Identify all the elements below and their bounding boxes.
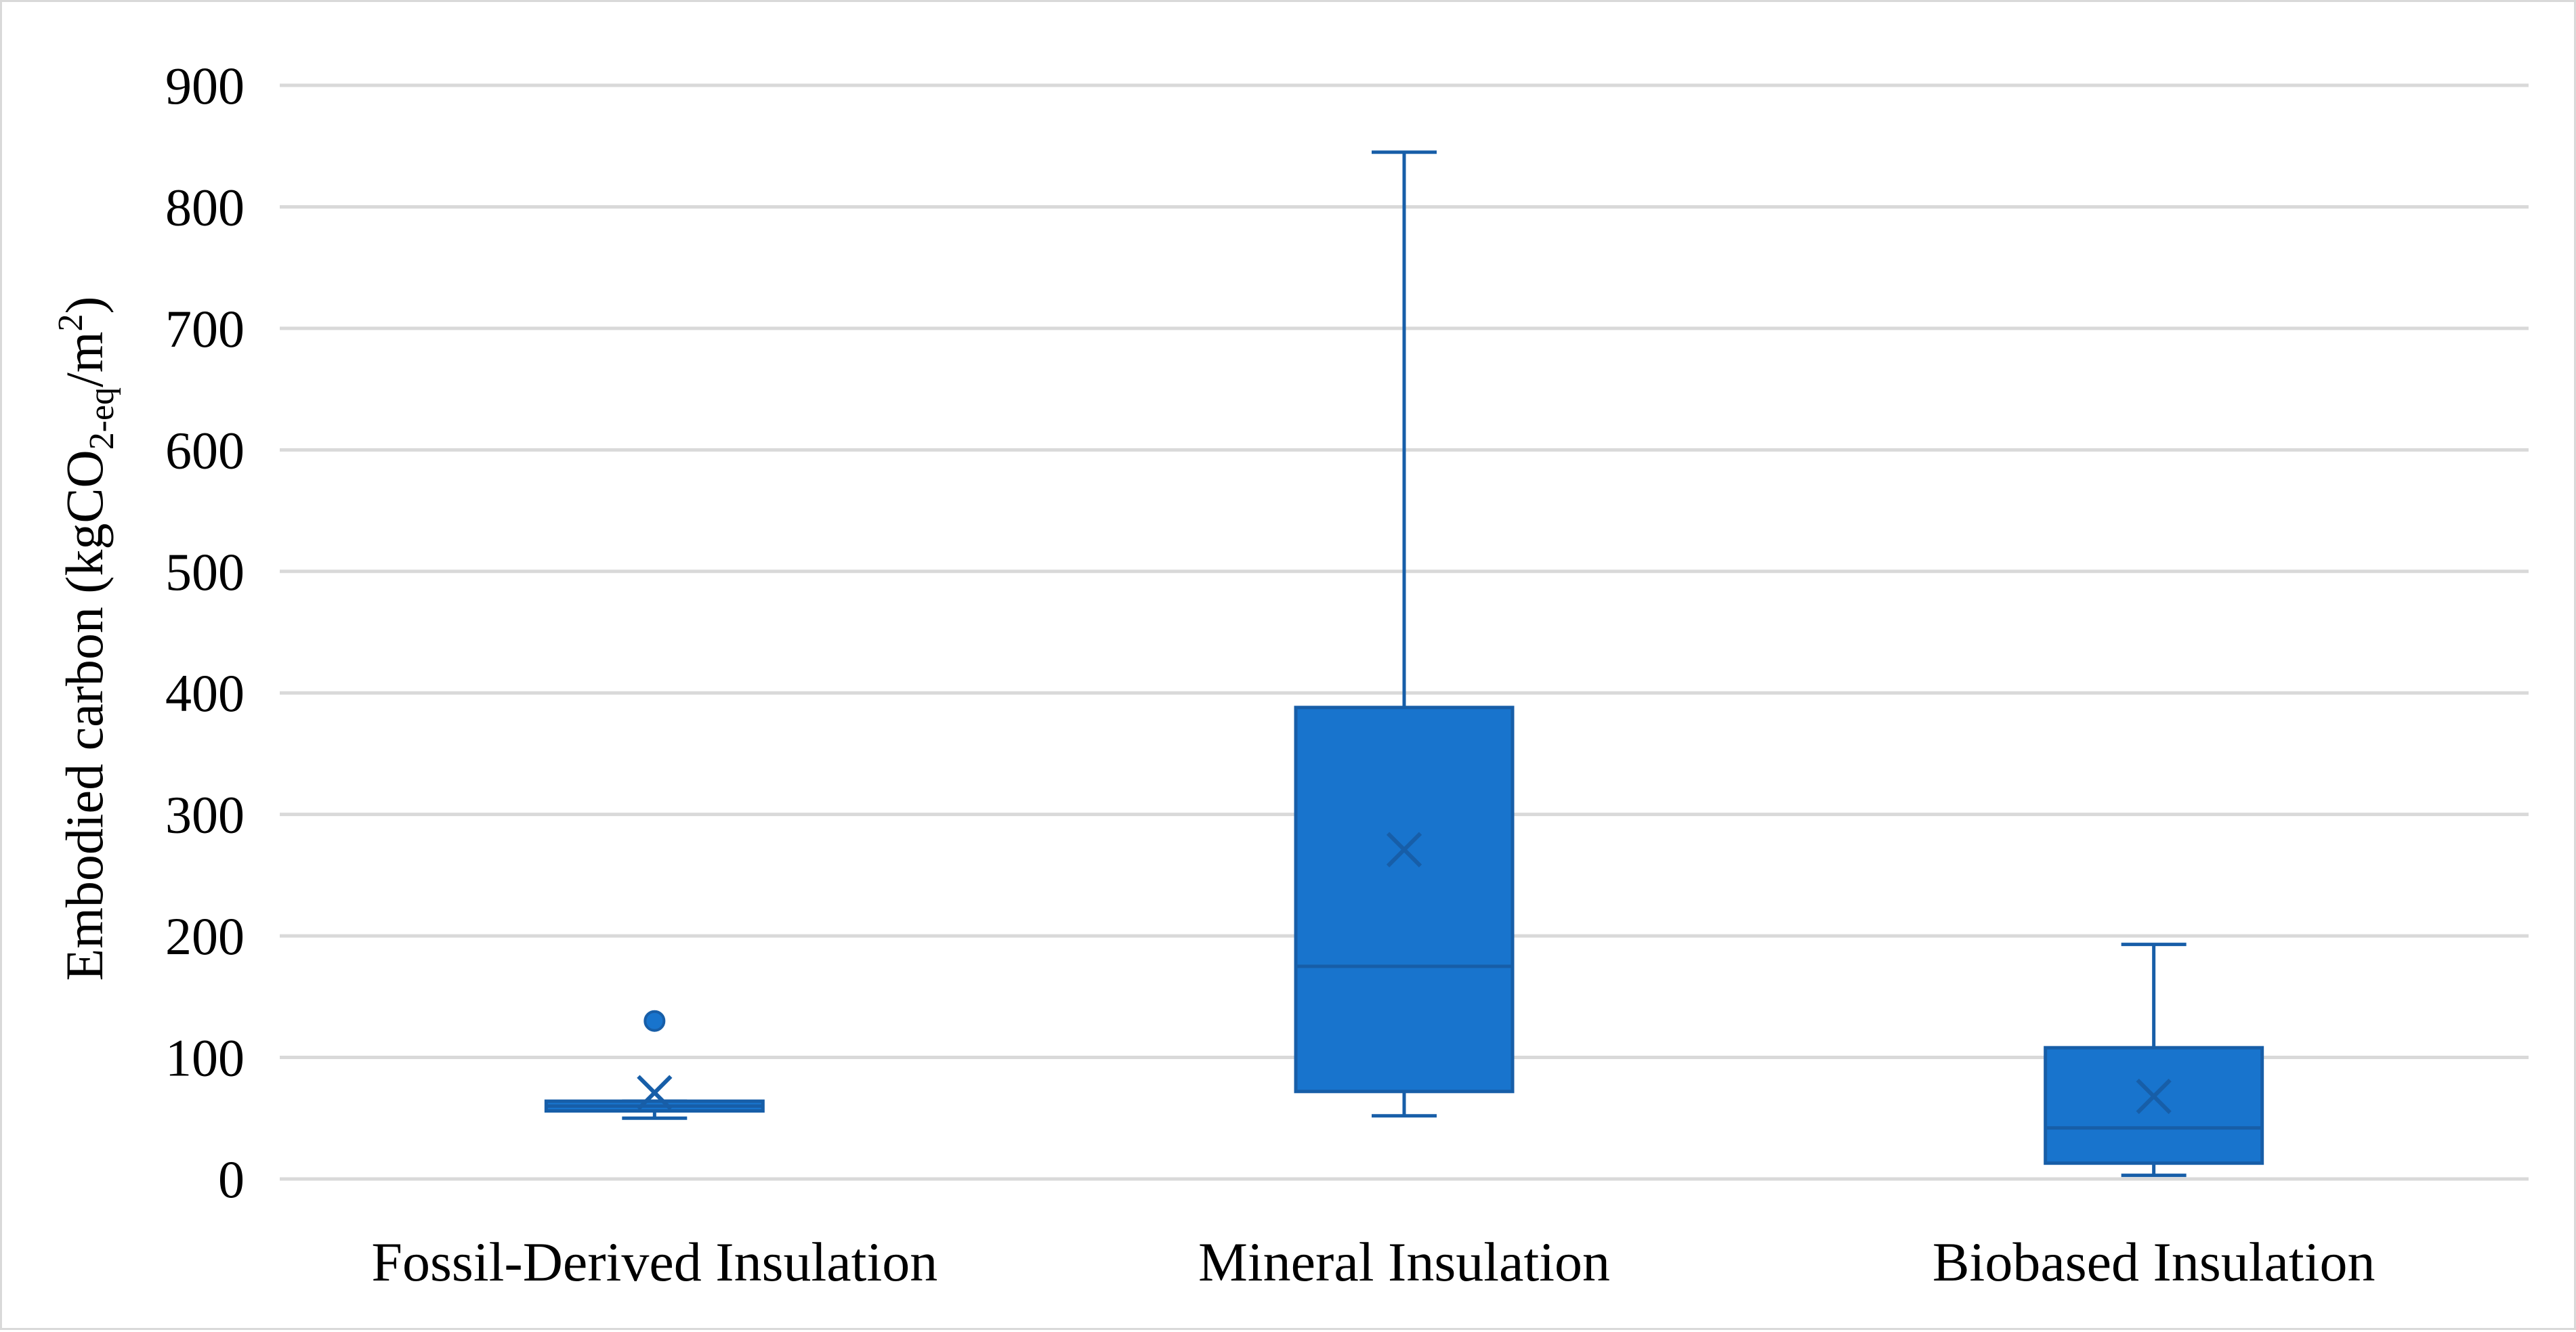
y-tick-label-0: 0	[218, 1150, 245, 1209]
mean-marker	[2136, 1078, 2172, 1115]
y-tick-label-700: 700	[165, 299, 245, 358]
x-category-label: Mineral Insulation	[1198, 1231, 1610, 1293]
x-category-label: Fossil-Derived Insulation	[371, 1231, 937, 1293]
y-tick-label-200: 200	[165, 907, 245, 966]
outlier-point	[643, 1010, 666, 1032]
labels: 0 100 200 300 400 500 600 700 800 900 Fossil-Deriv…	[165, 56, 2375, 1293]
y-tick-label-800: 800	[165, 177, 245, 236]
box-iqr	[1294, 706, 1515, 1094]
y-tick-label-300: 300	[165, 786, 245, 844]
mean-marker	[1386, 832, 1422, 867]
x-category-label: Biobased Insulation	[1933, 1231, 2376, 1293]
y-tick-label-900: 900	[165, 56, 245, 115]
y-tick-label-400: 400	[165, 664, 245, 723]
box-group	[544, 1010, 765, 1120]
box-group	[1294, 150, 1515, 1118]
y-tick-label-500: 500	[165, 542, 245, 601]
y-axis-title: Embodied carbon (kgCO2-eq/m2)	[51, 297, 121, 981]
y-tick-label-600: 600	[165, 421, 245, 479]
box-iqr	[2044, 1046, 2264, 1165]
mean-marker	[637, 1075, 673, 1111]
y-tick-label-100: 100	[165, 1029, 245, 1088]
boxes	[544, 150, 2264, 1178]
box-group	[2044, 943, 2264, 1178]
